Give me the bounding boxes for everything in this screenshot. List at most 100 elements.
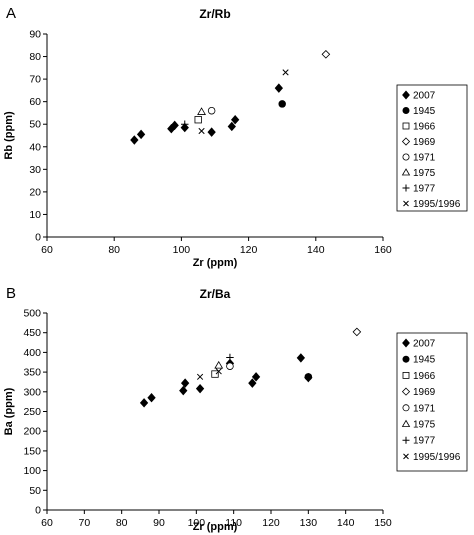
data-point-1975 (197, 107, 207, 115)
x-tick-label: 140 (307, 244, 325, 256)
y-tick-label: 30 (29, 164, 41, 176)
data-point-1995-1996 (282, 69, 289, 76)
x-tick-label: 80 (116, 517, 128, 529)
data-point-1945 (278, 100, 286, 108)
y-tick-label: 80 (29, 51, 41, 63)
y-tick-label: 50 (29, 485, 41, 497)
data-point-1971 (226, 362, 234, 370)
legend-marker (402, 338, 410, 348)
x-tick-label: 140 (337, 517, 355, 529)
chart-panel-b: B Zr/Ba 0 50 100 150 200 250 300 350 400 450 500 60 70… (3, 285, 468, 533)
x-tick-label: 100 (173, 244, 191, 256)
legend-entry: 1971 (413, 153, 436, 164)
data-point-1969 (321, 49, 331, 59)
y-tick-label: 350 (23, 367, 41, 379)
y-tick-label: 100 (23, 465, 41, 477)
data-point-2007 (139, 398, 149, 408)
legend-entry: 1945 (413, 106, 436, 117)
legend-box (396, 332, 468, 472)
legend-entry: 1977 (413, 184, 436, 195)
x-tick-label: 80 (108, 244, 120, 256)
y-tick-label: 300 (23, 386, 41, 398)
legend-marker (402, 153, 410, 161)
y-tick-label: 250 (23, 406, 41, 418)
legend-marker (401, 137, 411, 146)
x-tick-label: 60 (41, 244, 53, 256)
data-point-2007 (180, 378, 190, 388)
data-point-2007 (274, 83, 283, 93)
legend-marker (402, 371, 410, 379)
legend-marker (403, 200, 409, 207)
y-tick-label: 50 (29, 119, 41, 131)
panel-letter: B (6, 285, 16, 302)
data-point-1969 (352, 327, 362, 337)
legend-marker (401, 419, 411, 427)
legend-entry: 1971 (413, 403, 436, 414)
y-axis-label: Rb (ppm) (3, 111, 15, 160)
chart-title: Zr/Rb (199, 7, 230, 21)
data-point-2007 (179, 385, 188, 396)
x-tick-label: 120 (240, 244, 258, 256)
legend-marker (402, 107, 410, 114)
x-tick-label: 70 (78, 517, 90, 529)
data-point-2007 (296, 353, 306, 363)
data-point-2007 (136, 129, 146, 140)
panel-letter: A (6, 5, 16, 22)
data-point-1966 (194, 116, 202, 124)
y-tick-label: 20 (29, 186, 41, 198)
legend-marker (402, 436, 410, 444)
y-tick-label: 60 (29, 96, 41, 108)
x-tick-label: 110 (225, 517, 242, 529)
legend-marker (402, 184, 410, 192)
data-point-1977 (226, 353, 234, 362)
y-tick-label: 10 (29, 209, 41, 221)
y-axis-label: Ba (ppm) (3, 387, 15, 435)
y-tick-label: 500 (23, 308, 41, 320)
legend-marker (402, 404, 410, 412)
legend-entry: 1969 (413, 387, 436, 398)
y-tick-label: 40 (29, 141, 41, 153)
x-axis-label: Zr (ppm) (193, 257, 238, 269)
data-point-1971 (207, 106, 216, 115)
y-tick-label: 0 (35, 505, 41, 517)
legend-entry: 1977 (413, 436, 436, 447)
y-tick-label: 0 (35, 232, 41, 244)
x-tick-label: 130 (300, 517, 318, 529)
legend-entry: 2007 (413, 91, 436, 102)
x-tick-label: 90 (153, 517, 165, 529)
legend-marker (402, 355, 410, 363)
data-point-1966 (211, 370, 219, 378)
legend-entry: 1975 (413, 168, 436, 179)
data-point-1995-1996 (198, 127, 205, 135)
legend-marker (401, 168, 411, 176)
legend-entry: 1969 (413, 137, 436, 148)
data-point-2007 (231, 115, 240, 125)
legend-marker (402, 122, 410, 130)
data-point-2007 (195, 383, 205, 394)
legend-entry: 1966 (413, 122, 436, 133)
y-tick-label: 90 (29, 29, 41, 41)
data-point-1977 (181, 120, 189, 128)
data-point-1945 (304, 373, 313, 381)
legend-entry: 1995/1996 (413, 199, 461, 210)
data-point-1975 (214, 360, 224, 369)
legend-marker (403, 453, 409, 460)
x-tick-label: 150 (374, 517, 392, 529)
legend-entry: 1966 (413, 371, 436, 382)
legend-marker (402, 90, 410, 100)
legend-entry: 1975 (413, 420, 436, 431)
data-point-1995-1996 (215, 368, 222, 375)
data-point-2007 (227, 121, 236, 132)
x-tick-label: 60 (41, 517, 53, 529)
y-tick-label: 150 (23, 445, 41, 457)
legend-entry: 1945 (413, 355, 436, 366)
data-point-2007 (130, 135, 139, 145)
data-point-2007 (248, 378, 257, 388)
chart-title: Zr/Ba (200, 287, 231, 301)
y-tick-label: 450 (23, 327, 41, 339)
data-point-2007 (251, 372, 261, 382)
legend-box (396, 84, 468, 212)
data-point-2007 (147, 393, 156, 403)
y-tick-label: 200 (23, 426, 41, 438)
